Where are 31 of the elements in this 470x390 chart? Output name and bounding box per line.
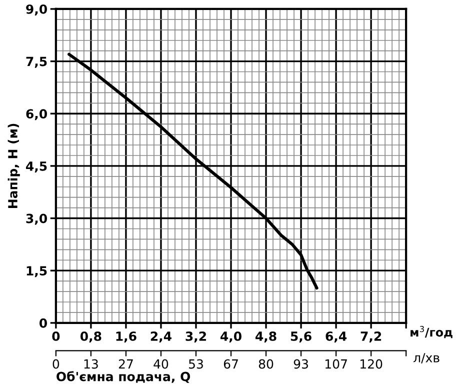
x-tick-label: 4,8 [256,331,276,343]
y-tick-label: 1,5 [26,266,47,278]
x2-tick-label: 27 [118,359,133,369]
y-axis-title: Напір, H (м) [8,124,20,208]
x-tick-label: 7,2 [360,331,382,343]
x2-axis-title: л/хв [414,353,440,364]
x-tick-label: 0 [52,331,60,341]
x2-tick-label: 53 [188,359,203,369]
y-tick-label: 4,5 [26,162,47,172]
x2-tick-label: 120 [360,359,382,369]
y-tick-label: 3,0 [26,214,47,225]
x2-tick-label: 40 [154,359,168,369]
x-tick-label: 0,8 [80,331,102,343]
text: Об'ємна подача, Q [56,371,190,383]
y-tick-label: 0 [39,318,47,328]
x-tick-label: 2,4 [150,331,172,343]
x2-tick-label: 93 [294,359,308,369]
y-tick-label: 7,5 [26,56,47,68]
x-tick-label: 1,6 [116,331,136,343]
x2-tick-label: 67 [224,359,238,369]
x2-tick-label: 13 [84,359,98,369]
x-tick-label: 5,6 [290,331,312,343]
x-tick-label: 4,0 [220,331,242,343]
x-tick-label: 3,2 [186,331,206,343]
x2-tick-label: 107 [326,359,347,369]
y-tick-label: 9,0 [26,4,47,16]
x2-tick-label: 80 [258,359,274,369]
x-axis-title: м$^{3}$/год [410,326,452,338]
y-tick-label: 6,0 [26,109,47,120]
x-tick-label: 6,4 [326,331,347,343]
x2-tick-label: 0 [52,359,60,369]
